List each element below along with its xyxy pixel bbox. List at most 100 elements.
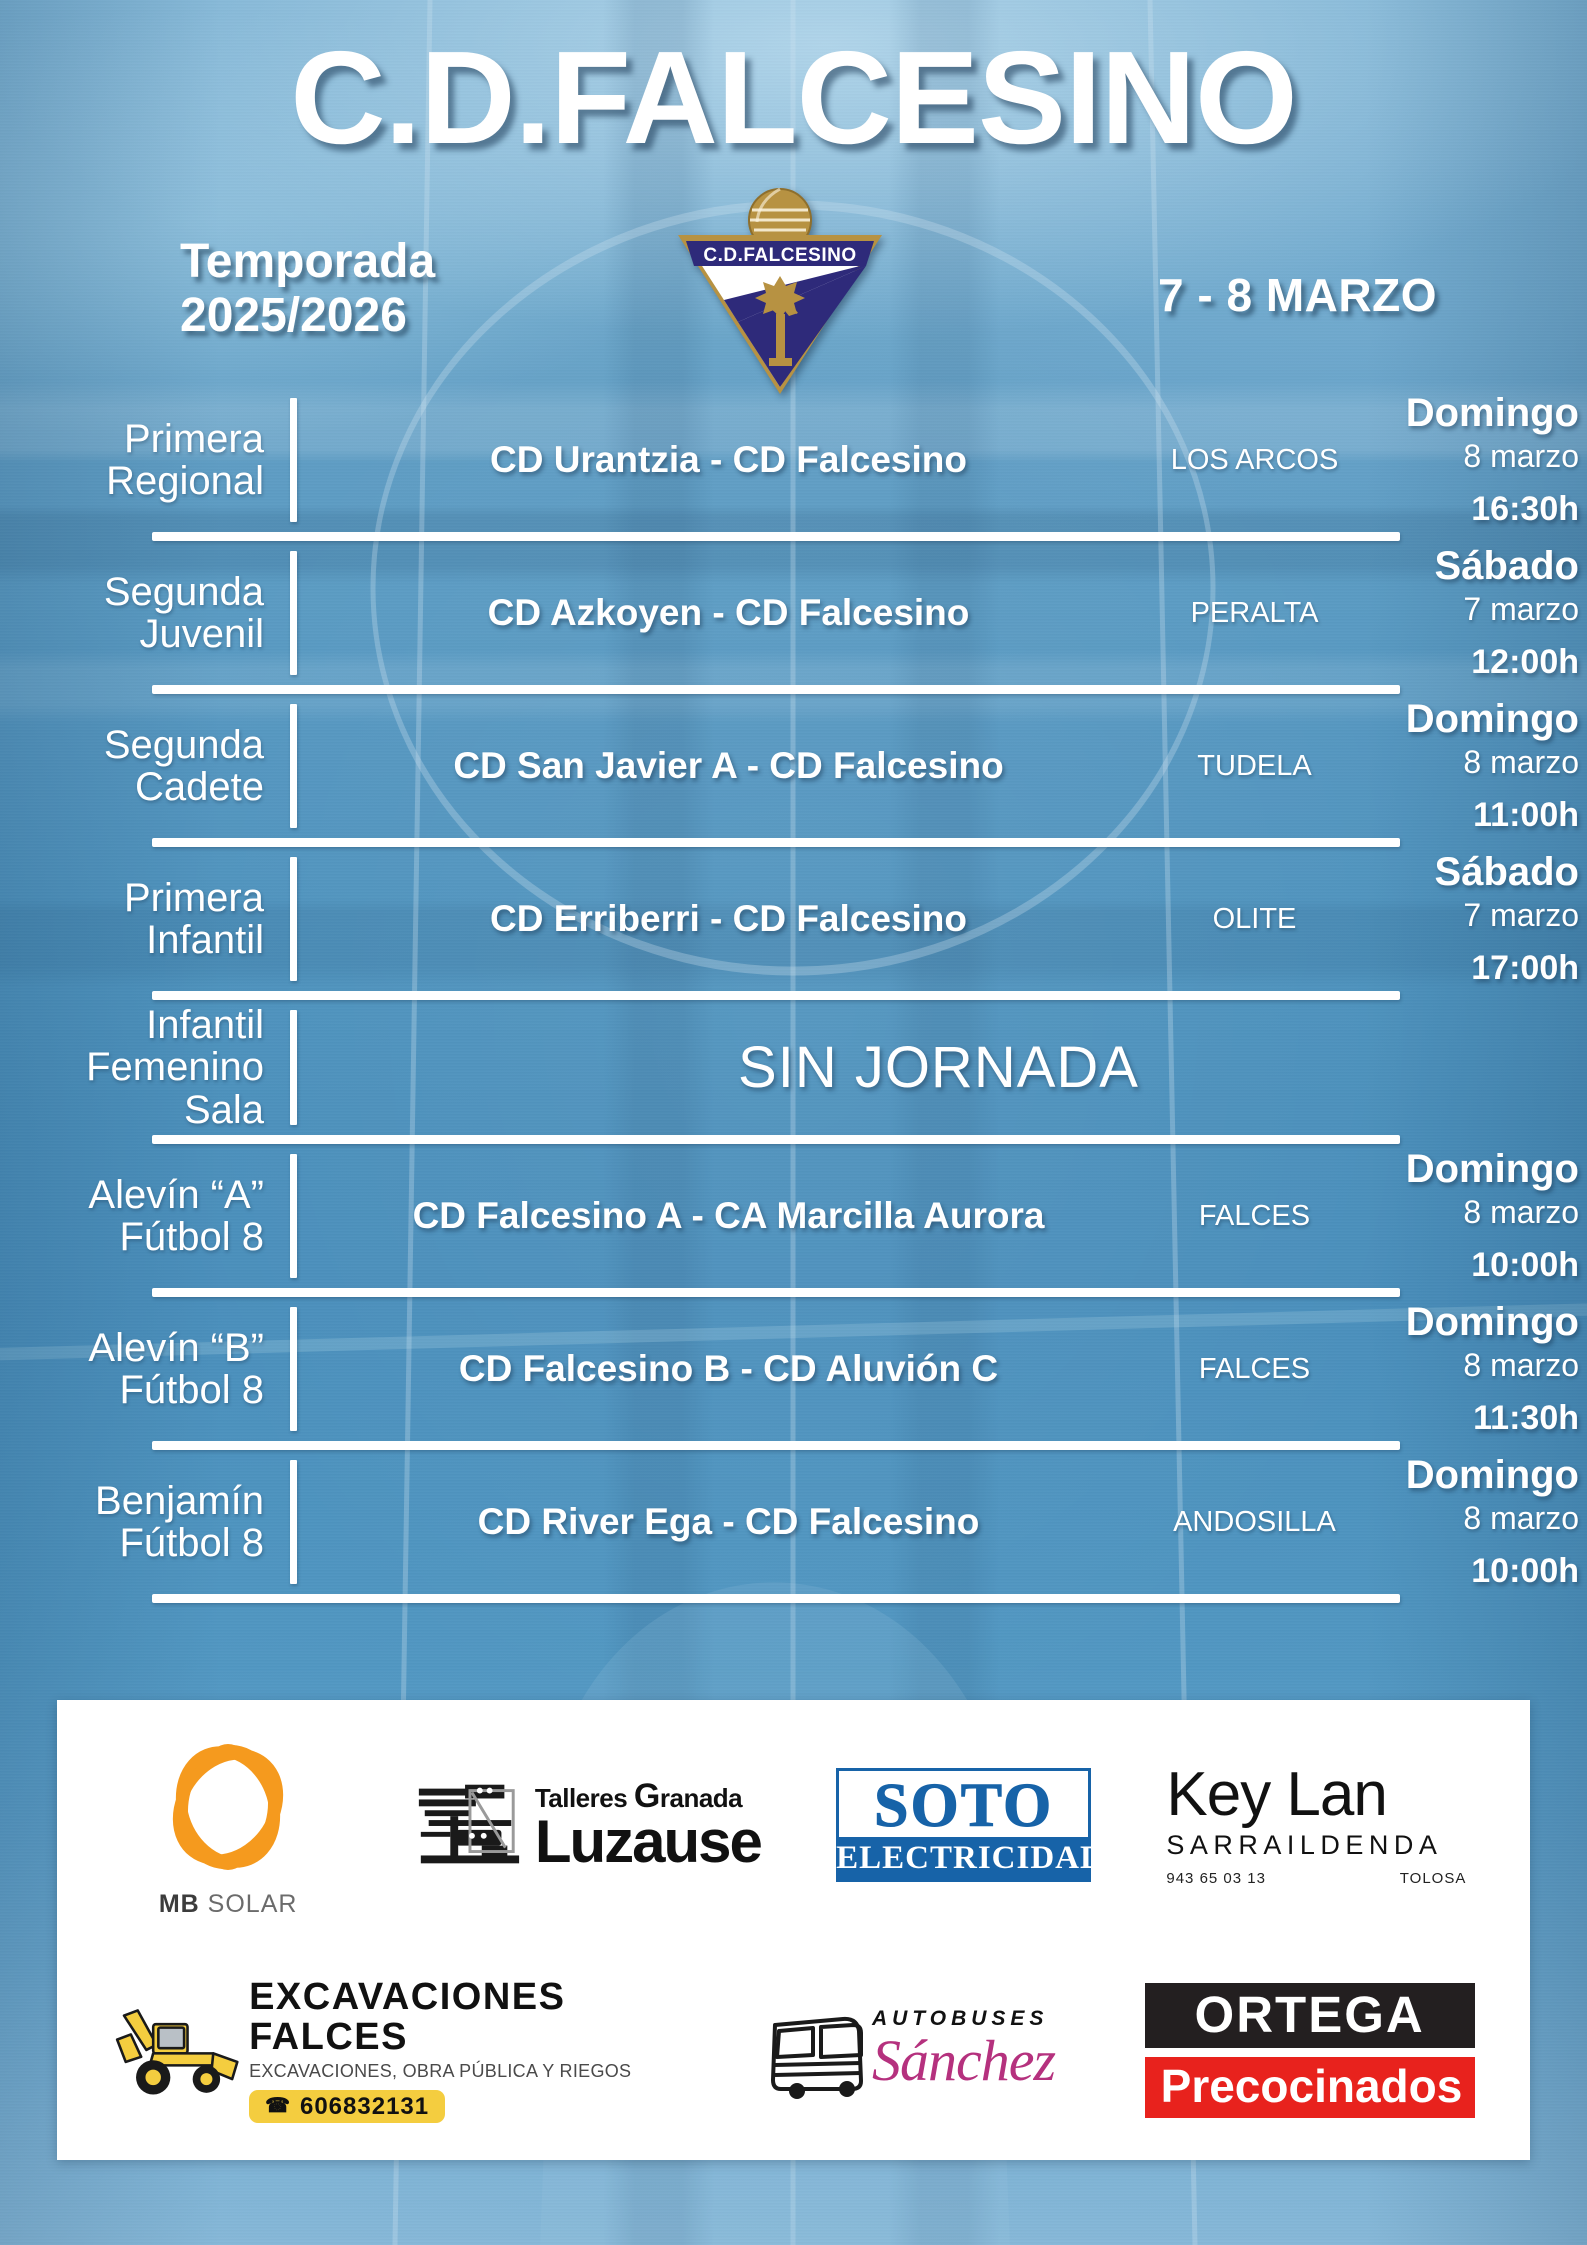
time-label: 12:00h	[1471, 643, 1579, 682]
bus-icon	[757, 1995, 882, 2105]
row-vertical-divider	[290, 398, 297, 522]
row-divider	[152, 838, 1400, 847]
category-line: Alevín “B”	[88, 1325, 264, 1370]
day-label: Sábado	[1434, 850, 1579, 895]
lathe-machine-icon	[411, 1765, 529, 1885]
date-label: 8 marzo	[1463, 1499, 1579, 1536]
soto-subtitle: ELECTRICIDAD	[836, 1837, 1104, 1882]
category-label: Alevín “B” Fútbol 8	[0, 1325, 290, 1411]
date-label: 7 marzo	[1463, 590, 1579, 627]
schedule-row: Segunda Juvenil CD Azkoyen - CD Falcesin…	[0, 541, 1587, 685]
when-block: Domingo 8 marzo 16:30h	[1372, 390, 1587, 529]
when-block: Domingo 8 marzo 10:00h	[1372, 1452, 1587, 1591]
row-vertical-divider	[290, 704, 297, 828]
sponsor-talleres-granada-luzause: Talleres Granada Luzause	[411, 1765, 763, 1885]
match-label: CD Azkoyen - CD Falcesino	[487, 592, 970, 633]
match-label: CD San Javier A - CD Falcesino	[453, 745, 1004, 786]
date-label: 7 marzo	[1463, 896, 1579, 933]
row-vertical-divider	[290, 1010, 297, 1125]
category-label: Primera Infantil	[0, 875, 290, 962]
venue-label: FALCES	[1198, 1199, 1311, 1232]
category-line: Alevín “A”	[88, 1172, 264, 1217]
sponsor-mb-solar: MB SOLAR	[121, 1732, 336, 1919]
row-divider	[152, 1288, 1400, 1297]
match-label: CD Falcesino B - CD Aluvión C	[458, 1348, 999, 1389]
category-line: Segunda	[103, 722, 264, 767]
excavaciones-text: EXCAVACIONES FALCES EXCAVACIONES, OBRA P…	[249, 1977, 667, 2124]
luzause-g: G	[633, 1776, 660, 1815]
season-line-1: Temporada	[180, 235, 436, 288]
category-label: Benjamín Fútbol 8	[0, 1478, 290, 1565]
row-divider	[152, 991, 1400, 1000]
sponsors-row-bottom: EXCAVACIONES FALCES EXCAVACIONES, OBRA P…	[57, 1950, 1530, 2150]
schedule-row: Primera Infantil CD Erriberri - CD Falce…	[0, 847, 1587, 991]
row-vertical-divider	[290, 857, 297, 981]
category-line: Femenino	[86, 1045, 264, 1090]
backhoe-icon	[112, 1992, 241, 2107]
no-match-label: SIN JORNADA	[738, 1035, 1139, 1100]
category-line: Primera	[123, 875, 264, 920]
match-label: CD Falcesino A - CA Marcilla Aurora	[412, 1195, 1045, 1236]
category-label: Primera Regional	[0, 417, 290, 503]
schedule-row: Primera Regional CD Urantzia - CD Falces…	[0, 388, 1587, 532]
mb-solar-light: SOLAR	[199, 1889, 298, 1918]
category-line: Cadete	[135, 765, 264, 809]
day-label: Domingo	[1405, 1147, 1579, 1192]
excavaciones-phone-badge: ☎ 606832131	[249, 2089, 446, 2124]
when-block: Domingo 8 marzo 10:00h	[1372, 1146, 1587, 1285]
category-label: Segunda Juvenil	[0, 569, 290, 655]
category-line: Benjamín	[95, 1478, 264, 1523]
day-label: Domingo	[1405, 391, 1579, 436]
season-label: Temporada 2025/2026	[180, 235, 600, 343]
category-label: Alevín “A” Fútbol 8	[0, 1172, 290, 1258]
venue-label: OLITE	[1212, 902, 1297, 935]
schedule-row: Benjamín Fútbol 8 CD River Ega - CD Falc…	[0, 1450, 1587, 1594]
date-label: 8 marzo	[1463, 1346, 1579, 1383]
time-label: 16:30h	[1471, 490, 1579, 529]
autobuses-line-1: AUTOBUSES	[871, 2006, 1049, 2030]
category-line: Segunda	[103, 569, 264, 614]
luzause-line-2: Luzause	[534, 1807, 763, 1875]
category-line: Fútbol 8	[119, 1521, 264, 1565]
autobuses-text: AUTOBUSES Sánchez	[871, 2006, 1056, 2094]
soto-wordmark: SOTO	[836, 1768, 1092, 1838]
keylan-contact: 943 65 03 13 TOLOSA	[1166, 1870, 1466, 1887]
day-label: Domingo	[1405, 1453, 1579, 1498]
sun-loop-icon	[153, 1732, 303, 1882]
schedule-table: Primera Regional CD Urantzia - CD Falces…	[0, 388, 1587, 1603]
time-label: 10:00h	[1471, 1246, 1579, 1285]
excavaciones-phone: 606832131	[299, 2092, 430, 2120]
when-block: Domingo 8 marzo 11:00h	[1372, 696, 1587, 835]
venue-label: FALCES	[1198, 1352, 1311, 1385]
category-line: Infantil	[146, 918, 264, 962]
ortega-wordmark: ORTEGA	[1144, 1982, 1475, 2048]
sponsor-excavaciones-falces: EXCAVACIONES FALCES EXCAVACIONES, OBRA P…	[112, 1977, 667, 2124]
category-line: Regional	[106, 459, 264, 503]
venue-label: TUDELA	[1197, 749, 1312, 782]
luzause-text: Talleres Granada Luzause	[534, 1776, 763, 1875]
match-label: CD Urantzia - CD Falcesino	[490, 439, 967, 480]
sponsor-mb-solar-name: MB SOLAR	[159, 1890, 298, 1919]
date-label: 8 marzo	[1463, 743, 1579, 780]
keylan-subtitle: SARRAILDENDA	[1166, 1829, 1443, 1860]
row-vertical-divider	[290, 1460, 297, 1584]
crest-text: C.D.FALCESINO	[703, 245, 856, 266]
venue-label: ANDOSILLA	[1173, 1505, 1336, 1538]
row-divider	[152, 685, 1400, 694]
category-label: Segunda Cadete	[0, 722, 290, 809]
keylan-wordmark: Key Lan	[1166, 1759, 1388, 1829]
luzause-talleres: Talleres	[534, 1782, 634, 1813]
day-label: Sábado	[1434, 544, 1579, 589]
when-block: Sábado 7 marzo 17:00h	[1372, 849, 1587, 988]
time-label: 11:00h	[1473, 796, 1579, 835]
day-label: Domingo	[1405, 697, 1579, 742]
club-crest-icon: C.D.FALCESINO	[664, 180, 896, 400]
row-divider	[152, 1441, 1400, 1450]
time-label: 10:00h	[1471, 1552, 1579, 1591]
sponsor-soto-electricidad: SOTO ELECTRICIDAD	[836, 1768, 1104, 1882]
venue-label: LOS ARCOS	[1170, 443, 1339, 476]
match-label: CD River Ega - CD Falcesino	[477, 1501, 980, 1542]
luzause-line-1: Talleres Granada	[534, 1776, 761, 1815]
match-label: CD Erriberri - CD Falcesino	[489, 898, 967, 939]
schedule-row-no-match: Infantil Femenino Sala SIN JORNADA	[0, 1000, 1587, 1135]
